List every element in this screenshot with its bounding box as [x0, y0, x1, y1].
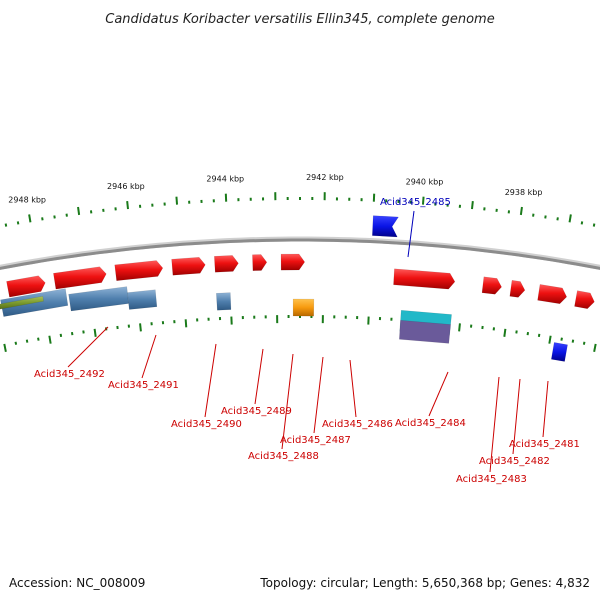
- highlight-gene: [372, 215, 399, 238]
- gene-label[interactable]: Acid345_2489: [221, 406, 292, 417]
- cds-feature: [127, 289, 158, 310]
- cds-feature: [0, 296, 44, 310]
- genome-summary-text: Topology: circular; Length: 5,650,368 bp…: [260, 576, 590, 590]
- scale-tick: [16, 221, 20, 225]
- label-leader: [542, 380, 549, 438]
- scale-labels: 2948 kbp 2946 kbp 2944 kbp 2942 kbp 2940 kbp…: [8, 173, 542, 204]
- scale-tick: [25, 339, 29, 343]
- gene-features: [0, 215, 595, 362]
- scale-tick: [580, 221, 584, 225]
- map-title: Candidatus Koribacter versatilis Ellin34…: [105, 12, 494, 27]
- cds-feature: [393, 268, 456, 290]
- gene-label[interactable]: Acid345_2485: [380, 197, 451, 208]
- gene-label[interactable]: Acid345_2488: [248, 451, 319, 462]
- scale-tick: [548, 335, 552, 344]
- cds-feature: [6, 275, 46, 298]
- cds-feature: [214, 255, 239, 273]
- gene-label[interactable]: Acid345_2490: [171, 419, 242, 430]
- scale-tick: [471, 200, 474, 210]
- scale-tick: [519, 206, 523, 216]
- scale-tick: [184, 319, 188, 328]
- cds-feature: [292, 298, 315, 317]
- scale-tick: [28, 214, 32, 223]
- cds-feature: [280, 253, 306, 271]
- label-leader: [407, 210, 415, 258]
- cds-feature: [171, 256, 206, 276]
- gene-label[interactable]: Acid345_2481: [509, 439, 580, 450]
- scale-label: 2940 kbp: [406, 178, 444, 187]
- scale-tick: [14, 341, 18, 345]
- cds-feature: [509, 280, 526, 298]
- genome-backbone: [0, 238, 600, 270]
- label-leaders: [67, 210, 549, 473]
- gene-label[interactable]: Acid345_2482: [479, 456, 550, 467]
- scale-label: 2948 kbp: [8, 196, 46, 205]
- scale-label: 2946 kbp: [107, 182, 145, 191]
- scale-tick: [126, 200, 129, 210]
- scale-tick: [560, 337, 563, 341]
- cds-feature: [68, 286, 129, 312]
- cds-feature: [399, 320, 451, 344]
- scale-tick: [503, 328, 507, 337]
- gene-label[interactable]: Acid345_2492: [34, 369, 105, 380]
- scale-tick: [593, 343, 597, 352]
- scale-tick: [582, 341, 586, 345]
- scale-tick: [592, 223, 596, 227]
- label-leader: [428, 371, 449, 417]
- label-leader: [281, 353, 294, 450]
- gene-label[interactable]: Acid345_2486: [322, 419, 393, 430]
- scale-tick: [421, 196, 425, 205]
- scale-tick: [458, 323, 461, 332]
- gene-label[interactable]: Acid345_2491: [108, 380, 179, 391]
- scale-tick: [37, 337, 40, 341]
- scale-tick: [568, 214, 572, 223]
- gene-label[interactable]: Acid345_2483: [456, 474, 527, 485]
- scale-label: 2938 kbp: [505, 188, 543, 197]
- scale-tick: [4, 223, 8, 227]
- cds-feature: [537, 284, 568, 305]
- scale-tick: [48, 335, 52, 344]
- label-leader: [67, 326, 109, 368]
- cds-feature: [574, 290, 595, 309]
- cds-feature: [53, 266, 107, 290]
- scale-tick: [175, 196, 179, 205]
- cds-feature: [481, 276, 502, 295]
- gene-label[interactable]: Acid345_2487: [280, 435, 351, 446]
- label-leader: [254, 348, 264, 405]
- label-leader: [349, 359, 357, 418]
- scale-label: 2942 kbp: [306, 173, 344, 182]
- accession-text: Accession: NC_008009: [9, 576, 146, 590]
- label-leader: [489, 376, 500, 473]
- scale-tick: [571, 339, 575, 343]
- cds-feature: [216, 292, 232, 311]
- cds-feature: [252, 254, 268, 271]
- scale-tick: [77, 206, 81, 216]
- scale-label: 2944 kbp: [206, 175, 244, 184]
- label-leader: [512, 378, 521, 455]
- cds-feature: [551, 342, 568, 362]
- label-leader: [313, 356, 324, 434]
- label-leader: [141, 334, 157, 379]
- scale-tick: [139, 323, 142, 332]
- label-leader: [204, 343, 217, 418]
- gene-label[interactable]: Acid345_2484: [395, 418, 466, 429]
- scale-tick: [93, 328, 97, 337]
- scale-tick: [3, 343, 7, 352]
- cds-feature: [114, 260, 164, 281]
- scale-ticks: [3, 192, 597, 352]
